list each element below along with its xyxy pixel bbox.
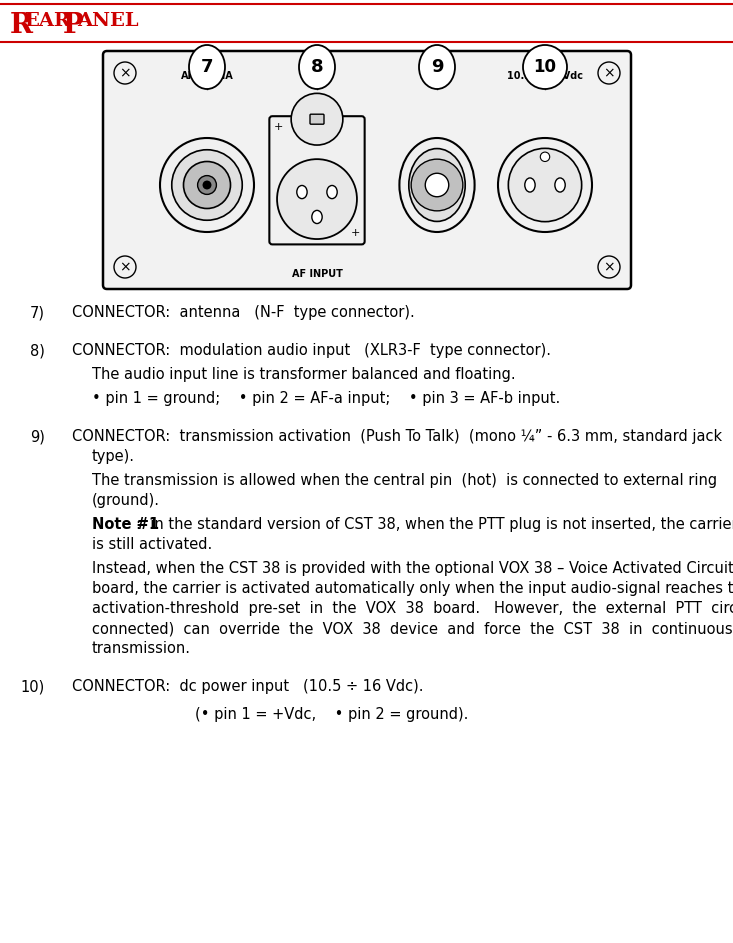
Text: 7: 7 — [201, 58, 213, 76]
Text: Note #1: Note #1 — [92, 517, 159, 532]
Ellipse shape — [523, 45, 567, 89]
Text: CONNECTOR:  dc power input   (10.5 ÷ 16 Vdc).: CONNECTOR: dc power input (10.5 ÷ 16 Vdc… — [72, 679, 424, 694]
Text: 10): 10) — [20, 679, 44, 694]
Circle shape — [203, 181, 211, 189]
Text: AF INPUT: AF INPUT — [292, 269, 342, 279]
Text: EAR: EAR — [24, 12, 70, 30]
Ellipse shape — [399, 138, 474, 232]
Ellipse shape — [409, 149, 465, 222]
Text: P. T. T.: P. T. T. — [420, 71, 454, 81]
Text: ANEL: ANEL — [77, 12, 139, 30]
Circle shape — [277, 159, 357, 239]
Text: transmission.: transmission. — [92, 641, 191, 656]
Text: :  in the standard version of CST 38, when the PTT plug is not inserted, the car: : in the standard version of CST 38, whe… — [136, 517, 733, 532]
Text: ANTENNA: ANTENNA — [180, 71, 233, 81]
Ellipse shape — [297, 186, 307, 199]
Circle shape — [425, 174, 449, 197]
Ellipse shape — [189, 45, 225, 89]
Ellipse shape — [555, 178, 565, 192]
Ellipse shape — [312, 210, 323, 223]
Text: +: + — [351, 228, 361, 239]
Text: P: P — [63, 12, 84, 39]
Ellipse shape — [327, 186, 337, 199]
Text: board, the carrier is activated automatically only when the input audio-signal r: board, the carrier is activated automati… — [92, 581, 733, 596]
Ellipse shape — [525, 178, 535, 192]
Text: 8): 8) — [30, 343, 45, 358]
Text: 9): 9) — [30, 429, 45, 444]
Circle shape — [160, 138, 254, 232]
Circle shape — [598, 256, 620, 278]
Text: ×: × — [119, 66, 130, 80]
Text: 7): 7) — [30, 305, 45, 320]
Text: (• pin 1 = +Vdc,    • pin 2 = ground).: (• pin 1 = +Vdc, • pin 2 = ground). — [195, 707, 468, 722]
FancyBboxPatch shape — [310, 114, 324, 124]
Circle shape — [114, 256, 136, 278]
Text: The transmission is allowed when the central pin  (hot)  is connected to externa: The transmission is allowed when the cen… — [92, 473, 717, 488]
Circle shape — [498, 138, 592, 232]
Text: ×: × — [603, 66, 615, 80]
Circle shape — [509, 148, 582, 222]
Circle shape — [411, 159, 463, 211]
Circle shape — [540, 152, 550, 161]
Ellipse shape — [419, 45, 455, 89]
Text: CONNECTOR:  antenna   (N-F  type connector).: CONNECTOR: antenna (N-F type connector). — [72, 305, 415, 320]
Circle shape — [114, 62, 136, 84]
Text: Instead, when the CST 38 is provided with the optional VOX 38 – Voice Activated : Instead, when the CST 38 is provided wit… — [92, 561, 733, 576]
Circle shape — [183, 161, 230, 208]
Text: (ground).: (ground). — [92, 493, 160, 508]
Ellipse shape — [299, 45, 335, 89]
FancyBboxPatch shape — [269, 116, 364, 244]
Text: is still activated.: is still activated. — [92, 537, 213, 552]
Text: ×: × — [603, 260, 615, 274]
Text: 8: 8 — [311, 58, 323, 76]
Text: 9: 9 — [431, 58, 443, 76]
Text: R: R — [10, 12, 33, 39]
FancyBboxPatch shape — [103, 51, 631, 289]
Text: connected)  can  override  the  VOX  38  device  and  force  the  CST  38  in  c: connected) can override the VOX 38 devic… — [92, 621, 732, 636]
Text: ×: × — [119, 260, 130, 274]
Circle shape — [291, 93, 343, 145]
Text: The audio input line is transformer balanced and floating.: The audio input line is transformer bala… — [92, 367, 515, 382]
Text: type).: type). — [92, 449, 135, 464]
Circle shape — [172, 150, 242, 221]
Text: CONNECTOR:  transmission activation  (Push To Talk)  (mono ¼” - 6.3 mm, standard: CONNECTOR: transmission activation (Push… — [72, 429, 722, 444]
Text: 10: 10 — [534, 58, 556, 76]
Circle shape — [198, 175, 216, 194]
Text: CONNECTOR:  modulation audio input   (XLR3-F  type connector).: CONNECTOR: modulation audio input (XLR3-… — [72, 343, 551, 358]
Text: • pin 1 = ground;    • pin 2 = AF-a input;    • pin 3 = AF-b input.: • pin 1 = ground; • pin 2 = AF-a input; … — [92, 391, 560, 406]
Text: 10.5 ÷ 16 Vdc: 10.5 ÷ 16 Vdc — [507, 71, 583, 81]
Circle shape — [598, 62, 620, 84]
Text: activation-threshold  pre-set  in  the  VOX  38  board.   However,  the  externa: activation-threshold pre-set in the VOX … — [92, 601, 733, 616]
Text: +: + — [273, 123, 283, 132]
